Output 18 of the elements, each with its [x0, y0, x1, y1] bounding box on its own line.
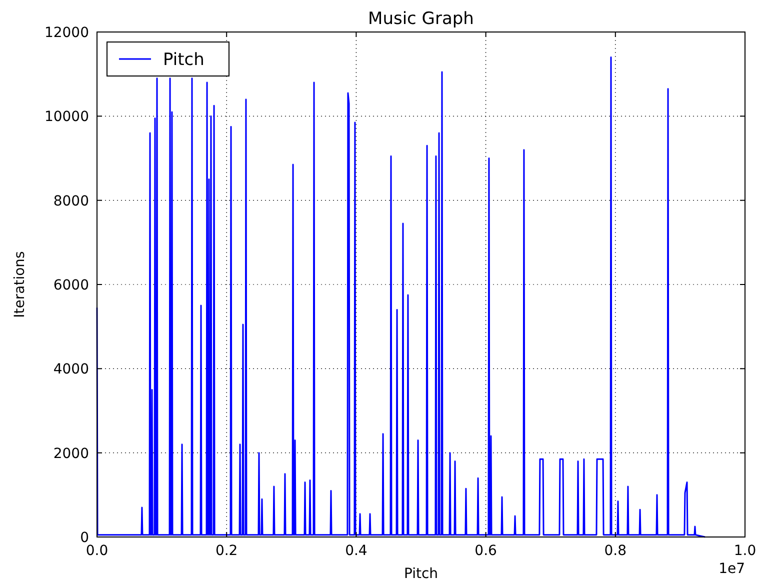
- legend-label: Pitch: [163, 50, 204, 70]
- y-tick-label: 12000: [44, 25, 89, 41]
- y-axis-title: Iterations: [12, 251, 28, 318]
- y-tick-label: 4000: [53, 362, 89, 378]
- y-tick-label: 8000: [53, 193, 89, 210]
- x-tick-label: 0.8: [604, 543, 627, 559]
- x-tick-label: 1.0: [734, 543, 756, 559]
- y-tick-label: 10000: [44, 109, 89, 126]
- x-tick-label: 0.4: [345, 543, 368, 559]
- y-tick-label: 0: [80, 530, 89, 546]
- text: 1e7: [718, 561, 745, 577]
- x-tick-label: 0.0: [86, 543, 108, 559]
- x-tick-label: 0.2: [215, 543, 238, 559]
- y-tick-label: 2000: [53, 446, 89, 462]
- y-tick-label: 6000: [53, 278, 89, 294]
- x-tick-label: 0.6: [474, 543, 498, 559]
- x-axis-title: Pitch: [404, 566, 438, 582]
- chart-title: Music Graph: [368, 9, 474, 29]
